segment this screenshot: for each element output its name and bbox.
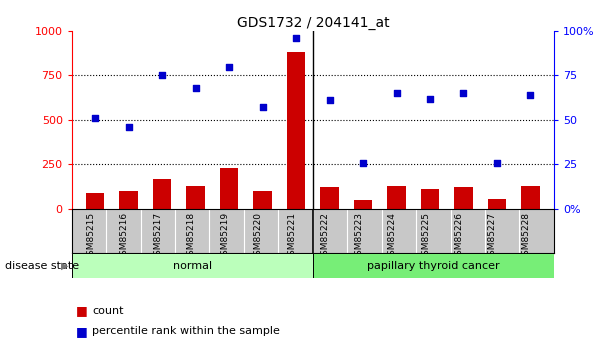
Point <box>425 96 435 101</box>
Bar <box>320 187 339 209</box>
Bar <box>387 186 406 209</box>
Point <box>291 36 301 41</box>
Text: GSM85217: GSM85217 <box>153 212 162 261</box>
Text: GSM85215: GSM85215 <box>86 212 95 261</box>
Point <box>157 73 167 78</box>
Bar <box>220 168 238 209</box>
Text: papillary thyroid cancer: papillary thyroid cancer <box>367 261 500 271</box>
Point <box>392 90 401 96</box>
Text: GSM85221: GSM85221 <box>287 212 296 261</box>
Point <box>258 105 268 110</box>
Title: GDS1732 / 204141_at: GDS1732 / 204141_at <box>237 16 389 30</box>
Point <box>358 161 368 166</box>
Text: normal: normal <box>173 261 212 271</box>
Point <box>325 98 334 103</box>
Bar <box>313 253 554 278</box>
Bar <box>187 186 205 209</box>
Text: ■: ■ <box>76 304 88 317</box>
Bar <box>86 193 105 209</box>
Bar <box>488 199 506 209</box>
Text: GSM85226: GSM85226 <box>455 212 463 261</box>
Point <box>91 115 100 121</box>
Text: percentile rank within the sample: percentile rank within the sample <box>92 326 280 336</box>
Bar <box>119 191 138 209</box>
Point <box>124 124 134 130</box>
Text: ■: ■ <box>76 325 88 338</box>
Bar <box>153 178 171 209</box>
Text: GSM85222: GSM85222 <box>320 212 330 261</box>
Bar <box>72 253 313 278</box>
Text: count: count <box>92 306 124 315</box>
Text: GSM85216: GSM85216 <box>120 212 129 261</box>
Bar <box>454 187 472 209</box>
Bar <box>421 189 439 209</box>
Text: ▶: ▶ <box>61 261 68 271</box>
Text: GSM85228: GSM85228 <box>522 212 530 261</box>
Bar <box>287 52 305 209</box>
Text: GSM85225: GSM85225 <box>421 212 430 261</box>
Text: GSM85224: GSM85224 <box>387 212 396 261</box>
Text: GSM85227: GSM85227 <box>488 212 497 261</box>
Text: GSM85219: GSM85219 <box>220 212 229 261</box>
Point <box>525 92 535 98</box>
Text: GSM85218: GSM85218 <box>187 212 196 261</box>
Point <box>191 85 201 91</box>
Bar <box>254 191 272 209</box>
Point <box>224 64 234 69</box>
Point <box>458 90 468 96</box>
Text: disease state: disease state <box>5 261 79 271</box>
Bar <box>354 200 372 209</box>
Text: GSM85223: GSM85223 <box>354 212 363 261</box>
Text: GSM85220: GSM85220 <box>254 212 263 261</box>
Bar <box>521 186 540 209</box>
Point <box>492 161 502 166</box>
